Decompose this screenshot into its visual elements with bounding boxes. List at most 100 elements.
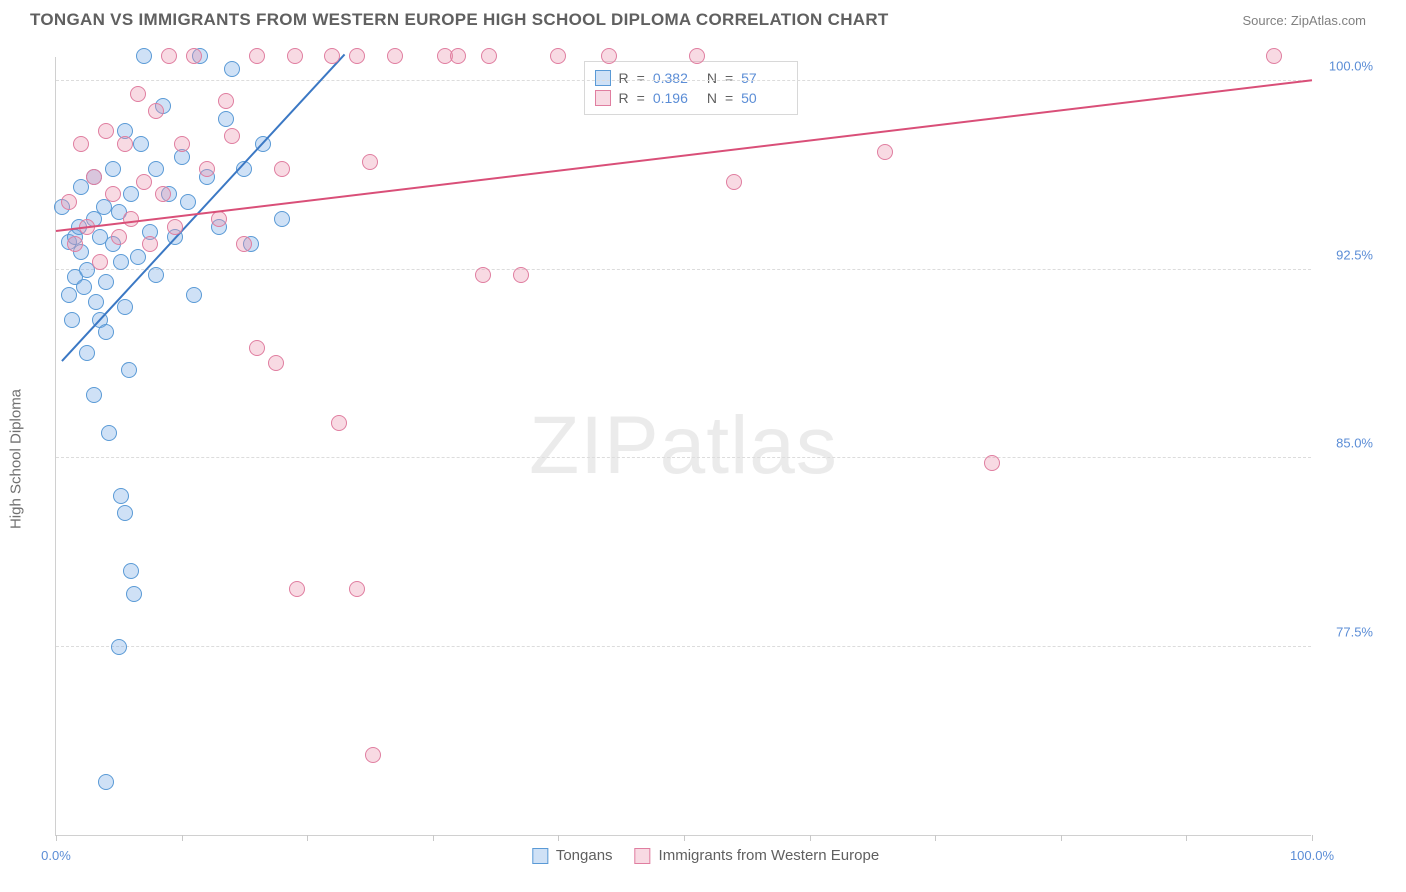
scatter-point <box>133 136 149 152</box>
scatter-point <box>450 48 466 64</box>
legend-label: Tongans <box>556 847 613 864</box>
scatter-point <box>274 211 290 227</box>
y-tick-label: 92.5% <box>1336 247 1373 262</box>
scatter-point <box>224 128 240 144</box>
eq: = <box>725 70 733 86</box>
eq: = <box>637 90 645 106</box>
scatter-point <box>111 229 127 245</box>
scatter-point <box>148 161 164 177</box>
scatter-point <box>98 774 114 790</box>
n-value: 57 <box>741 70 787 86</box>
y-axis-label: High School Diploma <box>8 388 25 528</box>
scatter-point <box>111 639 127 655</box>
scatter-point <box>689 48 705 64</box>
scatter-point <box>475 267 491 283</box>
scatter-point <box>174 136 190 152</box>
x-tick <box>182 835 183 841</box>
scatter-point <box>148 267 164 283</box>
scatter-point <box>136 48 152 64</box>
scatter-point <box>98 274 114 290</box>
x-tick <box>558 835 559 841</box>
eq: = <box>725 90 733 106</box>
scatter-point <box>387 48 403 64</box>
scatter-point <box>349 48 365 64</box>
scatter-point <box>61 194 77 210</box>
scatter-point <box>61 287 77 303</box>
legend-item: Immigrants from Western Europe <box>635 847 880 864</box>
bottom-legend: Tongans Immigrants from Western Europe <box>532 847 879 864</box>
scatter-point <box>92 254 108 270</box>
scatter-point <box>236 236 252 252</box>
x-tick <box>56 835 57 841</box>
scatter-point <box>117 136 133 152</box>
n-label: N <box>707 90 717 106</box>
scatter-point <box>1266 48 1282 64</box>
scatter-point <box>365 747 381 763</box>
scatter-point <box>155 186 171 202</box>
scatter-point <box>287 48 303 64</box>
plot-area: ZIPatlas R=0.382N=57R=0.196N=50 77.5%85.… <box>55 57 1311 836</box>
scatter-point <box>79 345 95 361</box>
scatter-point <box>249 48 265 64</box>
x-tick-label: 100.0% <box>1290 848 1334 863</box>
x-tick <box>307 835 308 841</box>
gridline <box>56 269 1311 270</box>
watermark: ZIPatlas <box>529 399 838 493</box>
scatter-point <box>67 236 83 252</box>
scatter-point <box>167 219 183 235</box>
scatter-point <box>130 86 146 102</box>
scatter-point <box>601 48 617 64</box>
scatter-point <box>117 299 133 315</box>
scatter-point <box>249 340 265 356</box>
scatter-point <box>211 211 227 227</box>
scatter-point <box>550 48 566 64</box>
scatter-point <box>274 161 290 177</box>
x-tick <box>433 835 434 841</box>
scatter-point <box>98 123 114 139</box>
chart-title: TONGAN VS IMMIGRANTS FROM WESTERN EUROPE… <box>30 10 889 30</box>
scatter-point <box>130 249 146 265</box>
scatter-point <box>148 103 164 119</box>
scatter-point <box>136 174 152 190</box>
scatter-point <box>113 254 129 270</box>
scatter-point <box>105 161 121 177</box>
gridline <box>56 646 1311 647</box>
chart-container: High School Diploma ZIPatlas R=0.382N=57… <box>30 45 1381 872</box>
scatter-point <box>199 161 215 177</box>
legend-item: Tongans <box>532 847 613 864</box>
scatter-point <box>877 144 893 160</box>
scatter-point <box>123 186 139 202</box>
n-label: N <box>707 70 717 86</box>
gridline <box>56 80 1311 81</box>
y-tick-label: 100.0% <box>1329 59 1373 74</box>
scatter-point <box>224 61 240 77</box>
scatter-point <box>86 169 102 185</box>
x-tick <box>1186 835 1187 841</box>
stats-row: R=0.196N=50 <box>595 88 788 108</box>
scatter-point <box>362 154 378 170</box>
x-tick-label: 0.0% <box>41 848 71 863</box>
legend-label: Immigrants from Western Europe <box>659 847 880 864</box>
scatter-point <box>324 48 340 64</box>
scatter-point <box>117 505 133 521</box>
scatter-point <box>481 48 497 64</box>
legend-swatch-icon <box>595 70 611 86</box>
scatter-point <box>76 279 92 295</box>
scatter-point <box>64 312 80 328</box>
x-tick <box>1312 835 1313 841</box>
n-value: 50 <box>741 90 787 106</box>
scatter-point <box>101 425 117 441</box>
scatter-point <box>73 136 89 152</box>
r-value: 0.382 <box>653 70 699 86</box>
scatter-point <box>86 387 102 403</box>
x-tick <box>810 835 811 841</box>
r-value: 0.196 <box>653 90 699 106</box>
scatter-point <box>105 186 121 202</box>
scatter-point <box>123 563 139 579</box>
scatter-point <box>268 355 284 371</box>
source-label: Source: ZipAtlas.com <box>1242 13 1366 28</box>
scatter-point <box>331 415 347 431</box>
y-tick-label: 77.5% <box>1336 624 1373 639</box>
scatter-point <box>161 48 177 64</box>
scatter-point <box>289 581 305 597</box>
